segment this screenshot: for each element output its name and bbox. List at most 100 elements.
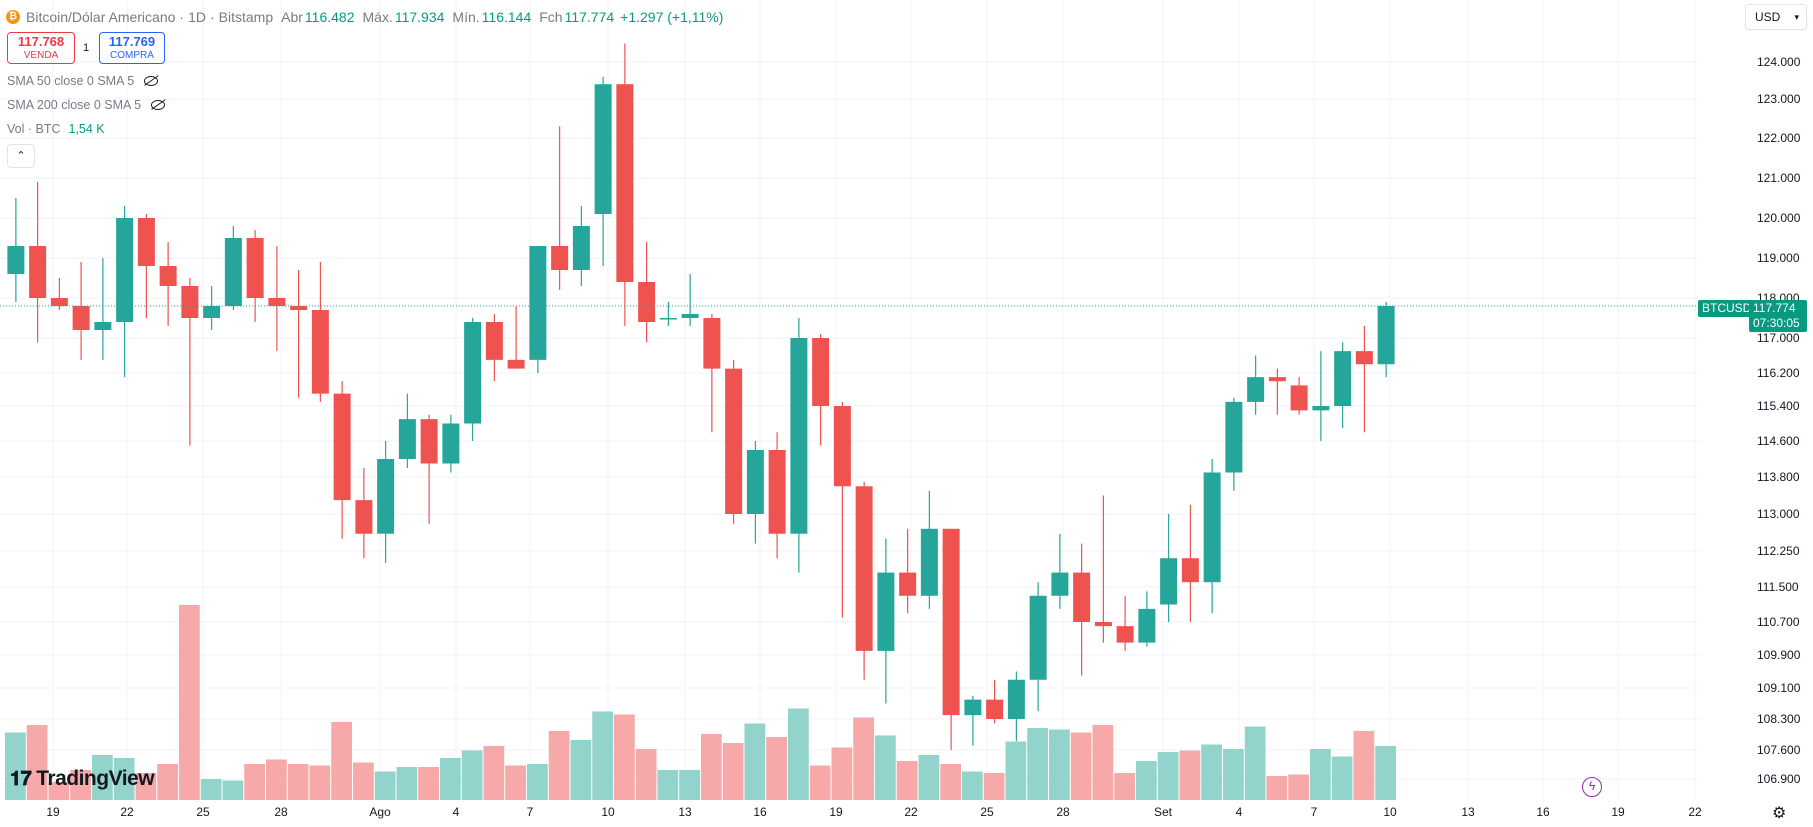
volume-bar xyxy=(896,761,918,800)
candle-body xyxy=(485,322,503,360)
price-tick-label: 114.600 xyxy=(1757,434,1800,448)
collapse-legend-button[interactable]: ⌃ xyxy=(7,144,35,168)
time-axis: 19 22 25 28 Ago 4 7 10 13 16 19 22 25 28 Set 4 7 10 13 16 19… xyxy=(46,805,1702,819)
candle-body xyxy=(812,338,830,406)
time-tick-label: 28 xyxy=(1056,805,1070,819)
chart-grid xyxy=(0,0,1700,800)
volume-bar xyxy=(200,779,222,800)
volume-bar xyxy=(657,770,679,800)
candle-body xyxy=(1268,377,1286,382)
candle-body xyxy=(833,406,851,487)
volume-bar xyxy=(983,773,1005,800)
candle-body xyxy=(964,699,982,716)
candle-body xyxy=(703,318,721,369)
buy-price: 117.769 xyxy=(108,34,156,49)
eye-hidden-icon[interactable] xyxy=(149,99,167,111)
volume-bar xyxy=(1353,731,1375,800)
candle-body xyxy=(7,246,25,274)
volume-bar xyxy=(266,759,287,800)
sell-label: VENDA xyxy=(23,50,59,61)
price-tick-label: 113.000 xyxy=(1757,507,1800,521)
candle-body xyxy=(268,298,286,306)
candle-body xyxy=(920,528,938,596)
time-tick-label: 7 xyxy=(1311,805,1318,819)
gear-icon[interactable]: ⚙ xyxy=(1772,805,1787,822)
volume-bar xyxy=(1201,744,1222,800)
price-axis: 124.000 123.000 122.000 121.000 120.000 119.0… xyxy=(1757,55,1801,786)
currency-select[interactable]: USD ▾ xyxy=(1745,4,1807,30)
candle-body xyxy=(464,322,482,424)
indicator-sma200[interactable]: SMA 200 close 0 SMA 5 xyxy=(7,98,167,112)
candle-body xyxy=(681,314,699,318)
sell-button[interactable]: 117.768 VENDA xyxy=(7,32,75,64)
candle-body xyxy=(290,306,308,310)
candle-body xyxy=(333,393,351,501)
volume-bar xyxy=(1092,725,1114,800)
candle-body xyxy=(790,338,808,534)
time-tick-label: 16 xyxy=(753,805,767,819)
candle-body xyxy=(398,419,416,459)
volume-bar xyxy=(1027,728,1048,800)
volume-bar xyxy=(353,762,374,800)
open-value: 116.482 xyxy=(304,9,355,25)
volume-bar xyxy=(1070,732,1092,800)
indicator-volume[interactable]: Vol · BTC 1,54 K xyxy=(7,122,105,136)
tradingview-logo[interactable]: 𝟏𝟕 TradingView xyxy=(10,767,155,791)
price-tick-label: 108.300 xyxy=(1757,712,1801,726)
volume-bar xyxy=(1266,776,1288,800)
volume-bar xyxy=(461,750,483,800)
eye-hidden-icon[interactable] xyxy=(142,75,160,87)
time-tick-label: 25 xyxy=(980,805,994,819)
indicator-sma50[interactable]: SMA 50 close 0 SMA 5 xyxy=(7,74,160,88)
volume-bar xyxy=(614,714,635,800)
time-tick-label: 4 xyxy=(1236,805,1243,819)
volume-bars xyxy=(5,605,1396,800)
volume-bar xyxy=(1288,774,1309,800)
candle-body xyxy=(659,318,677,320)
price-tick-label: 112.250 xyxy=(1757,544,1800,558)
candle-body xyxy=(1334,351,1352,406)
time-tick-label: 22 xyxy=(120,805,134,819)
buy-button[interactable]: 117.769 COMPRA xyxy=(99,32,165,64)
volume-bar xyxy=(396,767,418,800)
price-tick-label: 116.200 xyxy=(1757,366,1800,380)
candle-body xyxy=(116,218,134,322)
interval-label[interactable]: 1D xyxy=(188,9,206,25)
lightning-icon[interactable]: ϟ xyxy=(1582,777,1602,797)
buy-label: COMPRA xyxy=(110,50,154,61)
candle-body xyxy=(1029,595,1047,680)
symbol-name[interactable]: Bitcoin/Dólar Americano xyxy=(26,9,176,25)
volume-bar xyxy=(244,764,265,800)
candle-body xyxy=(224,238,242,306)
candle-body xyxy=(1355,351,1373,365)
volume-bar xyxy=(766,737,787,800)
candle-body xyxy=(50,298,68,306)
price-tick-label: 107.600 xyxy=(1757,743,1801,757)
close-label: Fch xyxy=(539,9,563,25)
candle-body xyxy=(725,368,743,514)
volume-value: 1,54 K xyxy=(68,122,105,136)
volume-bar xyxy=(962,771,983,800)
time-tick-label: 19 xyxy=(46,805,60,819)
low-label: Mín. xyxy=(452,9,480,25)
candle-body xyxy=(768,450,786,534)
candle-body xyxy=(420,419,438,464)
volume-bar xyxy=(679,770,700,800)
change-value: +1.297 (+1,11%) xyxy=(620,9,724,25)
time-tick-label: 10 xyxy=(1383,805,1397,819)
volume-bar xyxy=(222,780,244,800)
price-tick-label: 106.900 xyxy=(1757,772,1801,786)
candle-body xyxy=(638,282,656,322)
price-tick-label: 121.000 xyxy=(1757,171,1801,185)
low-value: 116.144 xyxy=(481,9,532,25)
tradingview-logo-icon: 𝟏𝟕 xyxy=(10,767,32,790)
price-tick-label: 113.800 xyxy=(1757,470,1800,484)
candle-body xyxy=(442,423,460,464)
price-tick-label: 117.000 xyxy=(1757,331,1800,345)
candle-body xyxy=(942,528,960,716)
candle-body xyxy=(29,246,47,298)
volume-bar xyxy=(26,725,48,800)
volume-bar xyxy=(635,749,657,800)
close-value: 117.774 xyxy=(564,9,615,25)
